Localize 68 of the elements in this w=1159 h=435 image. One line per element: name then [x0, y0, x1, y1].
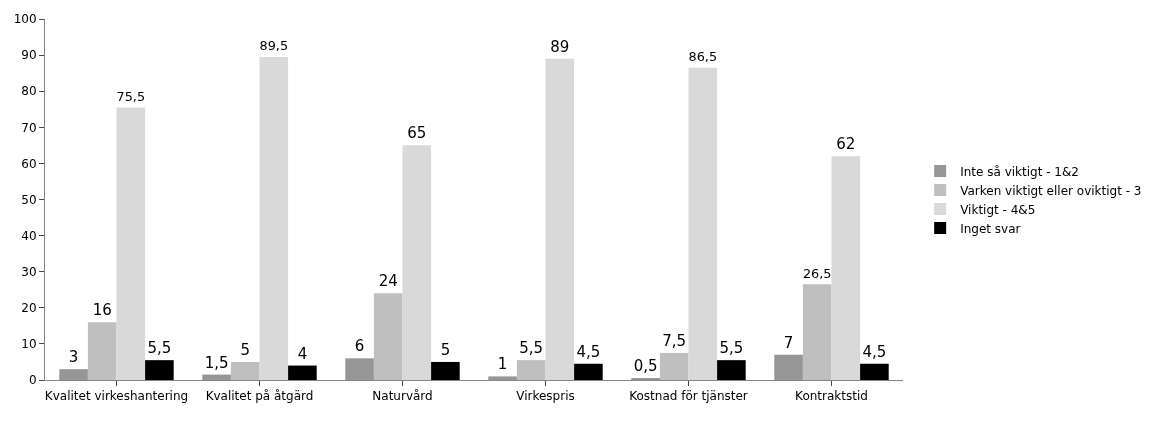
y-tick-label: 10 [21, 337, 37, 352]
legend-label: Varken viktigt eller oviktigt - 3 [960, 183, 1142, 198]
data-label: 16 [92, 301, 112, 320]
bar [516, 360, 546, 380]
y-tick-label: 100 [13, 12, 37, 27]
data-label: 5,5 [147, 339, 172, 358]
y-tick-label: 70 [21, 120, 37, 135]
x-tick-label: Virkespris [516, 389, 575, 404]
data-label: 0,5 [633, 357, 658, 375]
x-tick-label: Kvalitet virkeshantering [44, 389, 189, 404]
bar [574, 363, 603, 380]
data-label: 89 [550, 37, 570, 56]
bar [59, 369, 88, 380]
y-tick-label: 60 [21, 156, 37, 171]
data-label: 24 [378, 272, 398, 291]
bar [345, 358, 374, 380]
bar [688, 67, 718, 380]
bar [259, 56, 289, 380]
bar [488, 376, 517, 380]
bar [116, 107, 146, 380]
bar [774, 354, 803, 380]
data-label: 65 [407, 124, 427, 143]
bar [230, 361, 260, 380]
bar [659, 352, 689, 380]
bar [402, 145, 432, 380]
data-label: 75,5 [116, 89, 146, 105]
y-tick-label: 40 [21, 228, 37, 243]
y-tick-label: 30 [21, 264, 37, 279]
legend-label: Inget svar [960, 221, 1021, 236]
data-label: 5 [240, 340, 250, 359]
y-tick-label: 80 [21, 84, 37, 99]
bar [288, 365, 317, 380]
data-label: 89,5 [259, 38, 289, 54]
y-tick-label: 50 [21, 192, 37, 207]
x-tick-label: Naturvård [372, 389, 433, 404]
legend-label: Inte så viktigt - 1&2 [960, 164, 1079, 179]
bar [202, 374, 231, 380]
bar [831, 156, 861, 380]
x-tick-label: Kvalitet på åtgärd [205, 389, 314, 404]
bar [545, 58, 575, 380]
bar [802, 284, 832, 380]
x-tick-label: Kontraktstid [795, 389, 868, 404]
data-label: 4 [297, 344, 308, 363]
data-label: 86,5 [688, 49, 718, 65]
bar [373, 293, 403, 380]
bar [87, 322, 117, 380]
y-tick-label: 0 [28, 373, 37, 388]
data-label: 1,5 [204, 353, 229, 372]
y-tick-label: 90 [21, 48, 37, 63]
data-label: 5 [440, 340, 451, 359]
data-label: 4,5 [862, 342, 887, 361]
data-label: 1 [497, 355, 508, 374]
legend-label: Viktigt - 4&5 [960, 202, 1036, 217]
x-tick-label: Kostnad för tjänster [629, 389, 748, 404]
data-label: 6 [354, 337, 365, 356]
data-label: 7 [783, 333, 794, 352]
y-tick-label: 20 [21, 301, 37, 315]
bar [860, 363, 889, 380]
bar [717, 360, 746, 380]
data-label: 7,5 [662, 331, 687, 350]
bar [431, 361, 460, 380]
data-label: 5,5 [719, 339, 744, 358]
data-label: 26,5 [802, 265, 832, 281]
data-label: 4,5 [576, 342, 601, 361]
data-label: 62 [836, 135, 856, 154]
bar [145, 360, 174, 380]
data-label: 3 [68, 348, 79, 367]
data-label: 5,5 [519, 339, 544, 358]
